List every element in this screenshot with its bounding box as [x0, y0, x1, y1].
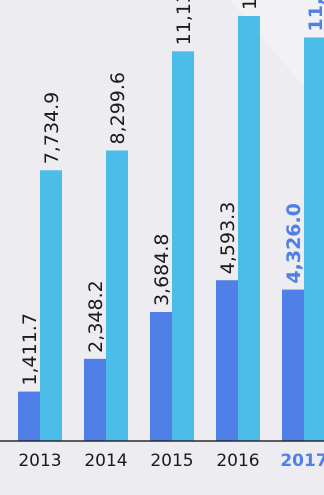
- bar-value-label-2013-s2: 7,734.9: [41, 92, 63, 165]
- category-labels-group: 2013 2014 2015 2016 2017: [18, 451, 324, 471]
- bar-value-label-2017-s2: 11,529.6: [305, 0, 324, 31]
- bar-2017-s2: [304, 37, 324, 442]
- bar-labels-group: 1,411.7 7,734.9 2,348.2 8,299.6 3,684.8 11,13…: [19, 0, 324, 386]
- bar-2017-s1: [282, 289, 304, 441]
- bar-value-label-2015-s2: 11,133.8: [173, 0, 195, 45]
- bar-value-label-2014-s2: 8,299.6: [107, 72, 129, 145]
- bar-2014-s2: [106, 150, 128, 441]
- bar-2016-s2: [238, 15, 260, 442]
- bar-2015-s1: [150, 312, 172, 441]
- category-label-2015: 2015: [150, 451, 193, 471]
- category-label-2016: 2016: [216, 451, 259, 471]
- category-label-2013: 2013: [18, 451, 61, 471]
- bar-2013-s2: [40, 170, 62, 441]
- bar-value-label-2014-s1: 2,348.2: [85, 280, 107, 353]
- bar-value-label-2013-s1: 1,411.7: [19, 313, 41, 386]
- bar-2015-s2: [172, 51, 194, 441]
- bar-value-label-2015-s1: 3,684.8: [151, 234, 173, 307]
- bars-group: [18, 15, 324, 442]
- bar-value-label-2016-s2: 12,143.0: [239, 0, 261, 10]
- category-label-2014: 2014: [84, 451, 127, 471]
- bar-2013-s1: [18, 391, 40, 441]
- bar-2014-s1: [84, 358, 106, 441]
- bar-value-label-2017-s1: 4,326.0: [283, 203, 305, 284]
- category-label-2017: 2017: [280, 451, 324, 471]
- bar-value-label-2016-s1: 4,593.3: [217, 202, 239, 275]
- bar-2016-s1: [216, 280, 238, 441]
